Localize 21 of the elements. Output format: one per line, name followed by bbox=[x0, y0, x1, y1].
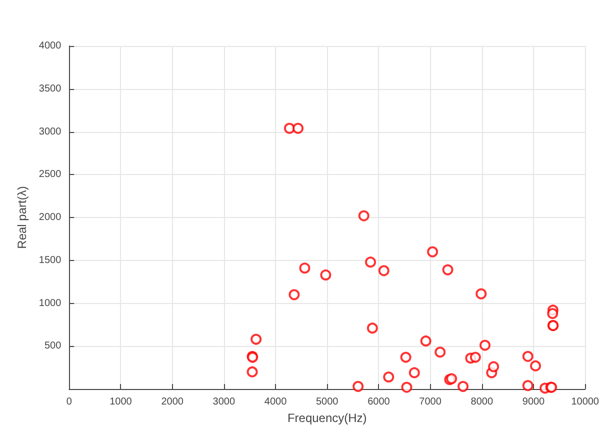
y-axis-title: Real part(λ) bbox=[15, 186, 29, 249]
y-tick-label: 3500 bbox=[38, 83, 62, 94]
x-tick-label: 9000 bbox=[522, 396, 546, 408]
x-tick-label: 1000 bbox=[110, 396, 132, 408]
x-tick-label: 2000 bbox=[161, 396, 184, 408]
x-tick-label: 7000 bbox=[419, 396, 442, 408]
y-tick-label: 1500 bbox=[38, 254, 62, 266]
y-tick-label: 2500 bbox=[38, 169, 62, 180]
y-tick-label: 3000 bbox=[38, 126, 62, 138]
y-tick-label: 500 bbox=[44, 340, 62, 352]
x-tick-label: 4000 bbox=[264, 396, 288, 408]
x-tick-label: 6000 bbox=[368, 396, 390, 408]
y-tick-label: 2000 bbox=[38, 212, 62, 223]
y-tick-label: 4000 bbox=[38, 40, 62, 52]
x-tick-label: 8000 bbox=[470, 396, 494, 408]
x-tick-label: 5000 bbox=[316, 396, 339, 408]
y-tick-label: 1000 bbox=[38, 298, 62, 309]
x-tick-label: 10000 bbox=[571, 396, 600, 408]
x-tick-label: 0 bbox=[66, 396, 72, 408]
x-axis-title: Frequency(Hz) bbox=[287, 410, 367, 425]
x-tick-label: 3000 bbox=[212, 396, 236, 408]
